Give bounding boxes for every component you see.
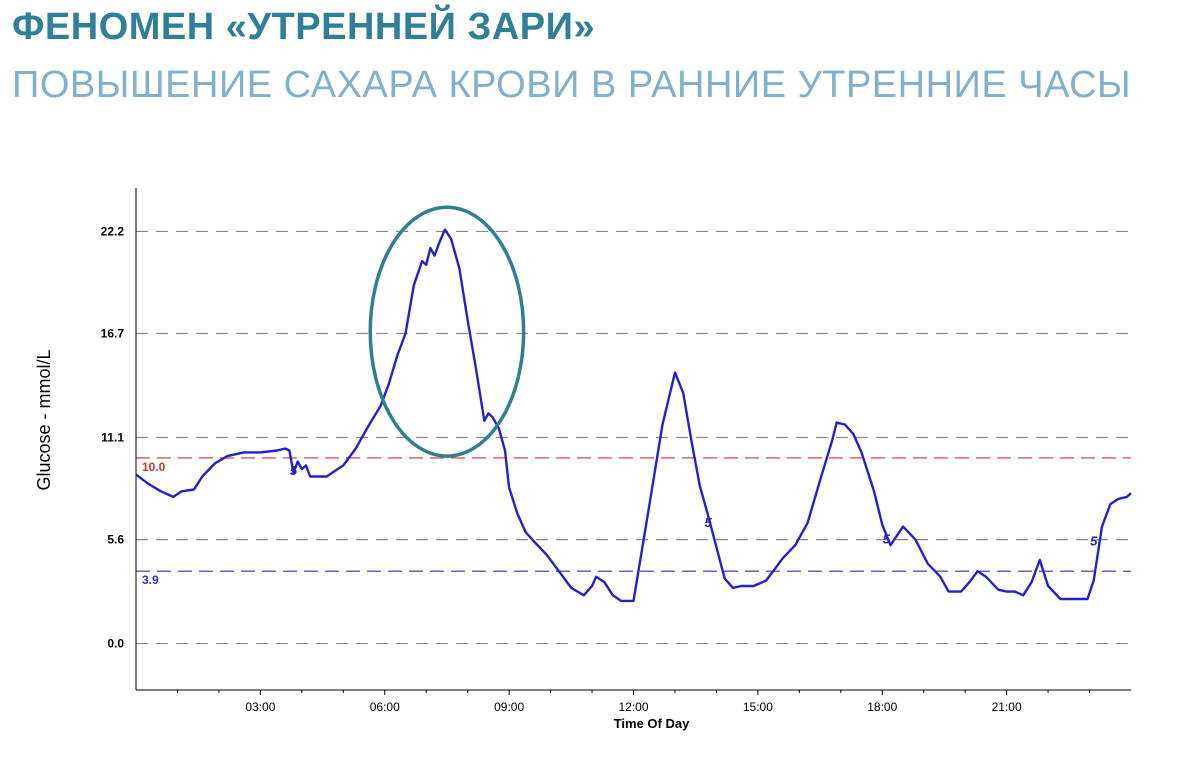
x-axis-title: Time Of Day [614,716,690,731]
event-marker: 5 [883,532,891,547]
y-tick-label: 5.6 [107,533,124,547]
y-tick-label: 22.2 [101,224,125,238]
slide-title: ФЕНОМЕН «УТРЕННЕЙ ЗАРИ» [12,6,596,48]
x-tick-label: 06:00 [370,700,400,714]
event-marker: 5 [1090,533,1098,548]
y-tick-label: 0.0 [107,637,124,651]
axes [135,188,1131,691]
x-tick-label: 15:00 [743,700,773,714]
y-axis-title: Glucose - mmol/L [34,349,54,490]
reference-lines: 10.0 3.9 [136,457,1131,587]
y-tick-label: 16.7 [101,327,125,341]
x-tick-label: 18:00 [867,700,897,714]
x-tick-label: 03:00 [245,700,275,714]
glucose-series-line [135,228,1132,603]
event-marker: 5 [290,463,298,478]
y-tick-labels: 0.0 5.6 11.1 16.7 22.2 [101,224,125,650]
y-tick-label: 11.1 [101,431,124,445]
slide-subtitle: ПОВЫШЕНИЕ САХАРА КРОВИ В РАННИЕ УТРЕННИЕ… [12,64,1132,106]
x-tick-labels: 03:00 06:00 09:00 12:00 15:00 18:00 21:00 [176,690,1091,714]
reference-line-label: 10.0 [142,460,166,474]
x-tick-label: 12:00 [618,700,648,714]
x-tick-label: 21:00 [992,700,1022,714]
dawn-highlight-ellipse [368,205,526,458]
event-marker: 5 [705,515,713,530]
event-markers: 5 5 5 5 [290,463,1098,549]
x-tick-label: 09:00 [494,700,524,714]
grid-layer [136,230,1131,645]
reference-line-label: 3.9 [142,573,159,587]
